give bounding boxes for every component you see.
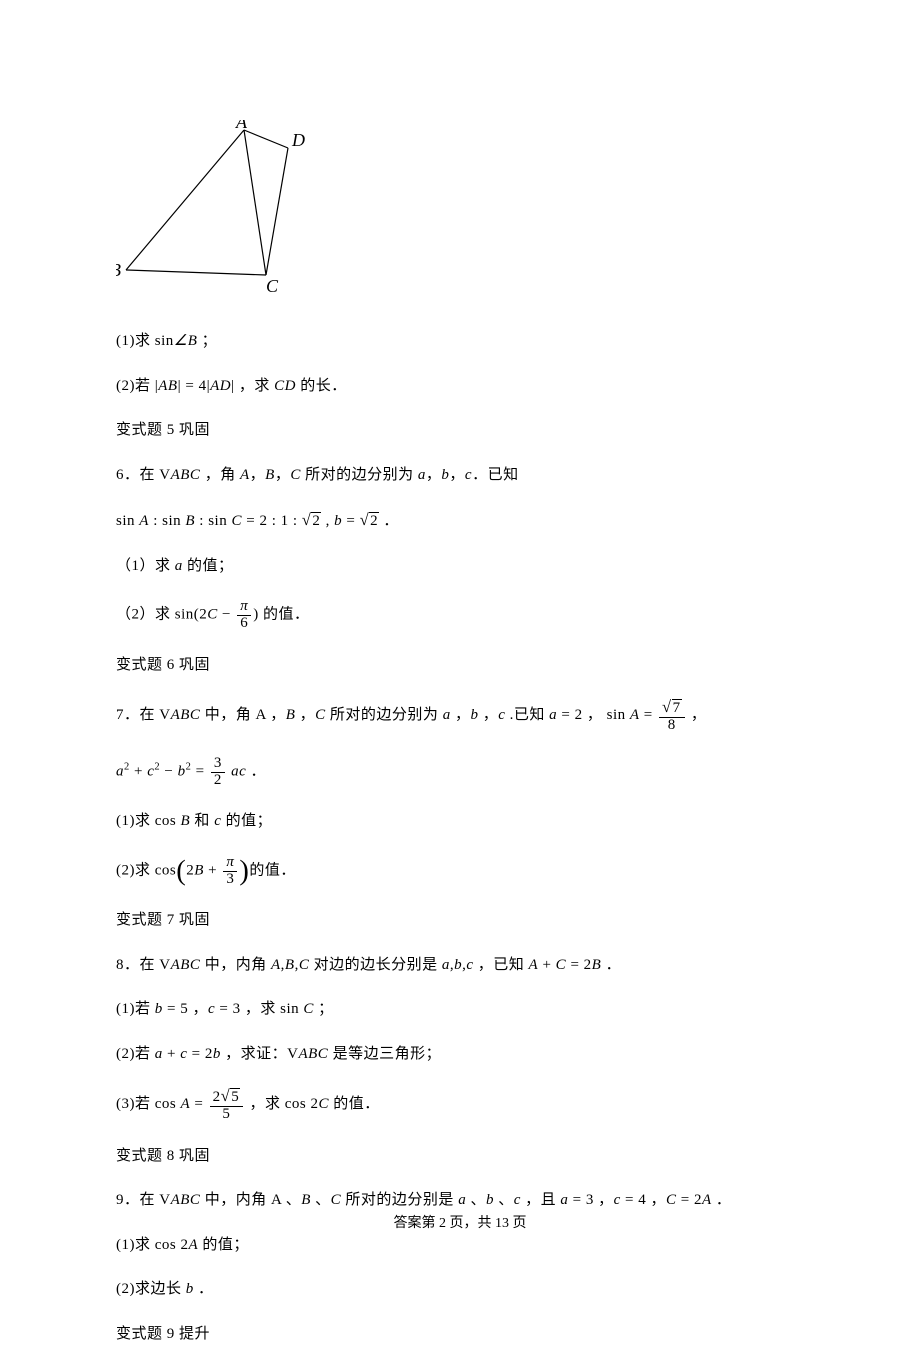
- triangle-figure: A B C D: [116, 120, 804, 300]
- problem-7-1: (1)求 cos B 和 c 的值；: [116, 810, 804, 833]
- problem-9-2: (2)求边长 b ．: [116, 1278, 804, 1301]
- heading-5: 变式题 5 巩固: [116, 419, 804, 442]
- figure-svg: A B C D: [116, 120, 326, 295]
- problem-7-2: (2)求 cos(2B + π3)的值．: [116, 855, 804, 888]
- problem-8-1: (1)若 b = 5 ，c = 3 ，求 sin C ；: [116, 998, 804, 1021]
- problem-6-eq: sin A : sin B : sin C = 2 : 1 : √2 , b =…: [116, 508, 804, 533]
- page: A B C D (1)求 sin∠B ； (2)若 |AB| = 4|AD| ，…: [0, 0, 920, 1302]
- svg-text:C: C: [266, 276, 279, 295]
- svg-text:B: B: [116, 260, 121, 280]
- heading-8: 变式题 8 巩固: [116, 1145, 804, 1168]
- problem-6: 6．在 VABC ，角 A，B，C 所对的边分别为 a，b，c．已知: [116, 464, 804, 487]
- page-footer: 答案第 2 页，共 13 页: [0, 1212, 920, 1232]
- q-part2: (2)若 |AB| = 4|AD| ，求 CD 的长．: [116, 375, 804, 398]
- svg-text:D: D: [291, 130, 305, 150]
- problem-9: 9．在 VABC 中，内角 A 、B 、C 所对的边分别是 a 、b 、c ，且…: [116, 1189, 804, 1212]
- heading-9: 变式题 9 提升: [116, 1323, 804, 1345]
- problem-6-1: （1）求 a 的值；: [116, 555, 804, 578]
- problem-8-3: (3)若 cos A = 2√55 ，求 cos 2C 的值．: [116, 1087, 804, 1123]
- problem-8-2: (2)若 a + c = 2b ，求证：VABC 是等边三角形；: [116, 1043, 804, 1066]
- problem-8: 8．在 VABC 中，内角 A,B,C 对边的边长分别是 a,b,c ，已知 A…: [116, 954, 804, 977]
- problem-7-eq: a2 + c2 − b2 = 32 ac ．: [116, 756, 804, 789]
- problem-7: 7．在 VABC 中，角 A ，B ，C 所对的边分别为 a ，b ，c .已知…: [116, 698, 804, 734]
- problem-6-2: （2）求 sin(2C − π6) 的值．: [116, 599, 804, 632]
- q-part1: (1)求 sin∠B ；: [116, 330, 804, 353]
- problem-9-1: (1)求 cos 2A 的值；: [116, 1234, 804, 1257]
- svg-text:A: A: [235, 120, 248, 132]
- heading-6: 变式题 6 巩固: [116, 654, 804, 677]
- heading-7: 变式题 7 巩固: [116, 909, 804, 932]
